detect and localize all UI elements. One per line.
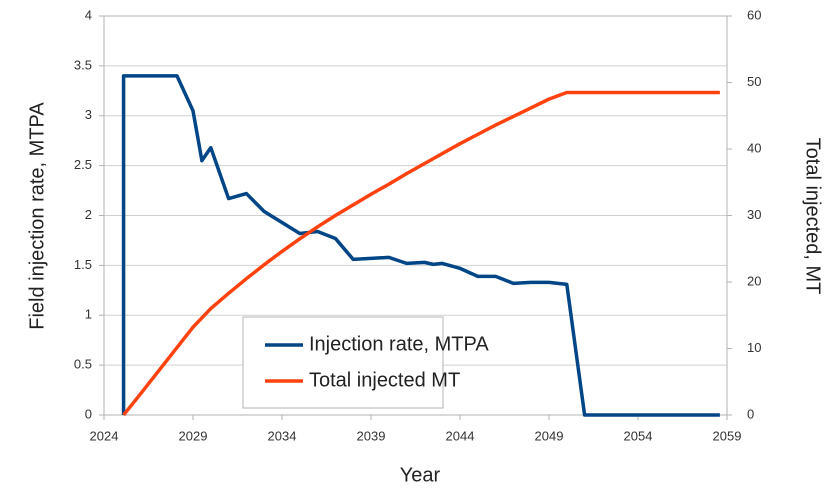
x-tick-label: 2044: [446, 428, 475, 443]
x-tick-label: 2054: [624, 428, 653, 443]
x-tick-label: 2049: [535, 428, 564, 443]
legend-box: [242, 316, 444, 409]
y2-tick-label: 10: [747, 340, 761, 355]
y-tick-label: 4: [85, 7, 92, 22]
y-tick-label: 2.5: [74, 157, 92, 172]
y2-tick-label: 20: [747, 273, 761, 288]
y2-axis-title: Total injected, MT: [802, 138, 824, 295]
y-tick-label: 3: [85, 107, 92, 122]
y2-tick-label: 50: [747, 74, 761, 89]
y-tick-label: 0: [85, 406, 92, 421]
y-tick-label: 1: [85, 307, 92, 322]
legend-label: Injection rate, MTPA: [309, 333, 489, 355]
y-tick-label: 0.5: [74, 357, 92, 372]
x-tick-label: 2024: [90, 428, 119, 443]
legend-label: Total injected MT: [309, 369, 460, 391]
plot-frame: [103, 15, 728, 416]
x-tick-label: 2059: [713, 428, 742, 443]
x-axis-title: Year: [400, 464, 441, 486]
y2-tick-label: 30: [747, 207, 761, 222]
x-tick-label: 2039: [357, 428, 386, 443]
y-tick-label: 1.5: [74, 257, 92, 272]
y2-tick-label: 60: [747, 7, 761, 22]
y-tick-label: 2: [85, 207, 92, 222]
y-axis-title: Field injection rate, MTPA: [26, 102, 48, 330]
x-tick-label: 2034: [268, 428, 297, 443]
y2-tick-label: 40: [747, 140, 761, 155]
series-line: [121, 74, 720, 417]
x-tick-label: 2029: [179, 428, 208, 443]
series-line: [122, 90, 720, 417]
y-tick-label: 3.5: [74, 57, 92, 72]
y2-tick-label: 0: [747, 406, 754, 421]
